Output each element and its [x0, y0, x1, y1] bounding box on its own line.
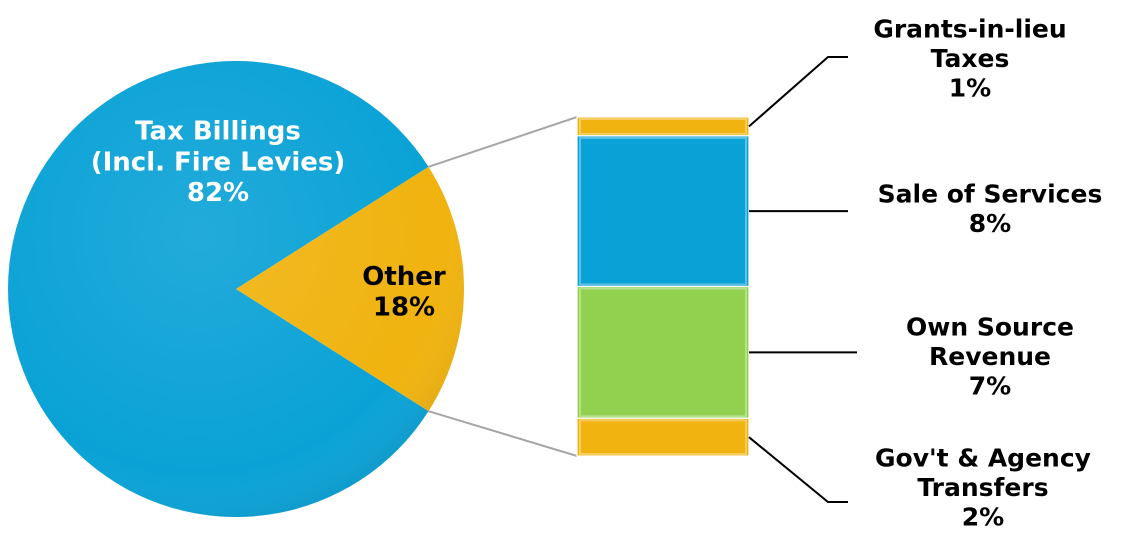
bar-segment-bevel-1 — [579, 118, 747, 135]
bar-label-gov-t-agency-line-2: Transfers — [917, 473, 1048, 502]
leader-lines — [748, 56, 857, 503]
bar-label-own-source-line-2: Revenue — [929, 342, 1051, 371]
pie-label-tax-billings-line-1: Tax Billings — [135, 117, 301, 147]
bar-segment-own-source — [576, 285, 750, 419]
bar-segment-bevel-4 — [579, 419, 747, 455]
data-labels: Tax Billings(Incl. Fire Levies)82%Other1… — [91, 15, 1103, 532]
pie-label-tax-billings-line-3: 82% — [187, 178, 249, 208]
bar-segment-bevel-3 — [579, 287, 747, 418]
bar-label-sale-of-services-line-1: Sale of Services — [878, 179, 1103, 208]
leader-line-gov-t-agency — [748, 436, 848, 503]
pie-label-tax-billings: Tax Billings(Incl. Fire Levies)82% — [91, 117, 346, 208]
pie-shading — [8, 61, 464, 517]
pie-label-other-line-1: Other — [362, 262, 446, 292]
leader-line-grants-in-lieu — [748, 56, 848, 128]
bar-label-grants-in-lieu-line-3: 1% — [949, 74, 991, 103]
connector-lines — [428, 116, 578, 457]
connector-line-bottom — [428, 410, 578, 457]
bar-segment-sale-of-services — [576, 135, 750, 288]
connector-line-top — [428, 116, 578, 168]
bar-label-gov-t-agency-line-3: 2% — [962, 503, 1004, 532]
bar-label-grants-in-lieu-line-2: Taxes — [931, 44, 1010, 73]
bar-label-own-source-line-3: 7% — [969, 372, 1011, 401]
stacked-bar — [576, 116, 750, 457]
pie — [8, 61, 465, 517]
bar-label-sale-of-services-line-2: 8% — [969, 209, 1011, 238]
bar-segment-gov-t-agency — [576, 417, 750, 457]
pie-label-other-line-2: 18% — [373, 293, 435, 323]
bar-segment-bevel-2 — [579, 136, 747, 286]
pie-label-tax-billings-line-2: (Incl. Fire Levies) — [91, 147, 346, 177]
bar-label-grants-in-lieu-line-1: Grants-in-lieu — [873, 15, 1066, 44]
bar-label-gov-t-agency-line-1: Gov't & Agency — [875, 444, 1091, 473]
bar-label-own-source-line-1: Own Source — [906, 313, 1074, 342]
